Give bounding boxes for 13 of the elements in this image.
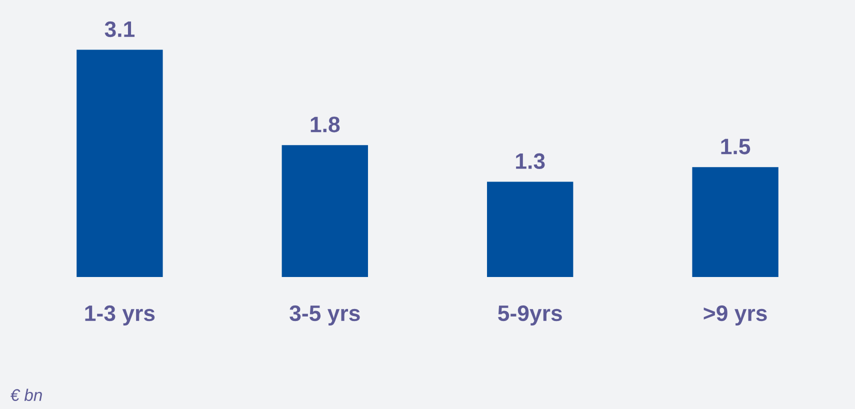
x-tick-label: 3-5 yrs <box>290 305 360 326</box>
x-tick-label: 1-3 yrs <box>85 305 155 326</box>
data-label: 1.3 <box>516 153 545 170</box>
bar <box>692 167 778 278</box>
bar <box>282 145 368 278</box>
x-tick-label: >9 yrs <box>704 305 767 326</box>
data-label: 3.1 <box>104 21 135 38</box>
bar <box>76 50 163 278</box>
data-label: 1.5 <box>721 138 750 154</box>
data-label: 1.8 <box>310 116 340 132</box>
text: € bn <box>10 388 42 401</box>
bar <box>487 182 574 278</box>
x-tick-label: 5-9yrs <box>498 305 562 326</box>
